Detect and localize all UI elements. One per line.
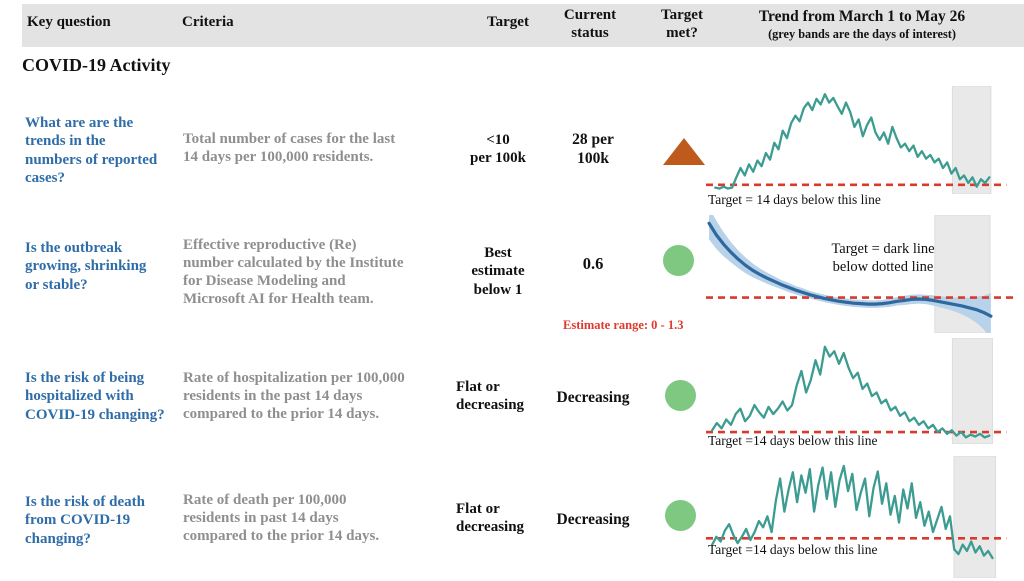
row3-status: Decreasing [556, 389, 630, 406]
row4-target: Flat or decreasing [456, 501, 525, 536]
col-header-trend-subtitle: (grey bands are the days of interest) [768, 27, 956, 41]
row1-criteria: Total number of cases for the last 14 da… [183, 131, 396, 165]
row2-estimate-range: Estimate range: 0 - 1.3 [563, 318, 684, 332]
col-header-target: Target [487, 14, 529, 30]
col-header-target-met: Target met? [661, 7, 703, 41]
row3-question: Is the risk of being hospitalized with C… [25, 370, 165, 423]
col-header-current-status: Current status [563, 7, 617, 41]
row2-trend-chart [706, 215, 1014, 333]
row2-status: 0.6 [582, 254, 604, 273]
row1-target-met-triangle-icon [663, 138, 705, 165]
row3-target: Flat or decreasing [456, 379, 525, 414]
row4-question: Is the risk of death from COVID-19 chang… [25, 494, 146, 547]
row1-target: <10 per 100k [470, 132, 526, 167]
row1-trend-chart [706, 86, 1014, 194]
row3-chart-caption: Target =14 days below this line [708, 433, 878, 448]
row1-status: 28 per 100k [572, 131, 614, 167]
row4-chart-caption: Target =14 days below this line [708, 542, 878, 557]
row4-criteria: Rate of death per 100,000 residents in p… [183, 492, 380, 544]
table-header: Key question Criteria Target Current sta… [22, 4, 1024, 47]
row2-chart-annotation: Target = dark line below dotted line [831, 241, 935, 276]
row3-trend-chart [706, 338, 1014, 444]
section-title: COVID-19 Activity [22, 55, 171, 75]
row3-criteria: Rate of hospitalization per 100,000 resi… [183, 370, 405, 422]
row4-status: Decreasing [556, 511, 630, 528]
row2-criteria: Effective reproductive (Re) number calcu… [183, 237, 404, 307]
row1-chart-caption: Target = 14 days below this line [708, 192, 881, 207]
row2-target: Best estimate below 1 [471, 245, 525, 298]
col-header-trend-title: Trend from March 1 to May 26 [758, 8, 966, 25]
col-header-criteria: Criteria [182, 14, 234, 30]
row3-target-met-circle-icon [665, 380, 696, 411]
col-header-key-question: Key question [27, 14, 111, 30]
row2-target-met-circle-icon [663, 245, 694, 276]
row2-question: Is the outbreak growing, shrinking or st… [25, 240, 147, 293]
row1-question: What are are the trends in the numbers o… [25, 115, 158, 186]
row4-target-met-circle-icon [665, 500, 696, 531]
row4-trend-chart [706, 456, 1014, 578]
